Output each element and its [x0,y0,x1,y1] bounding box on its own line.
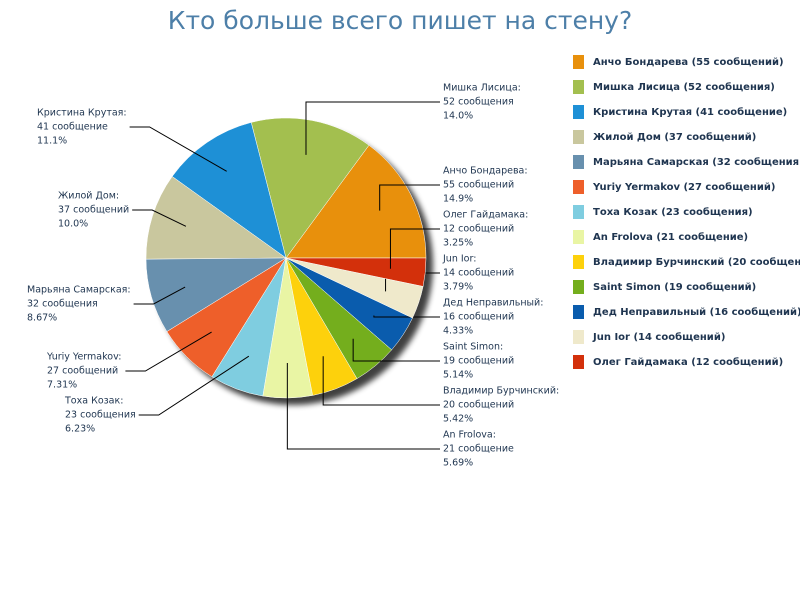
legend-swatch [573,205,584,219]
slice-label-value: 32 сообщения [27,299,98,310]
slice-label-name: Жилой Дом: [58,191,119,202]
slice-label-percent: 6.23% [65,424,95,435]
legend-label: Мишка Лисица (52 сообщения) [593,81,775,93]
pie-slice [250,117,370,259]
slice-label-name: Мишка Лисица: [443,83,521,94]
slice-label-name: Марьяна Самарская: [27,285,131,296]
slice-label-name: Олег Гайдамака: [443,210,528,221]
slice-label-value: 52 сообщения [443,97,514,108]
slice-label-percent: 3.79% [443,282,473,293]
leader-line [352,338,440,362]
legend-swatch [573,280,584,294]
leader-line [322,356,440,406]
slice-label-percent: 14.9% [443,194,473,205]
chart-title: Кто больше всего пишет на стену? [168,6,633,35]
slice-label-value: 16 сообщений [443,312,514,323]
legend-swatch [573,255,584,269]
legend-swatch [573,130,584,144]
slice-label-name: Анчо Бондарева: [443,166,528,177]
leader-line [373,315,440,318]
slice-label-value: 37 сообщений [58,205,129,216]
slice-label-name: Владимир Бурчинский: [443,386,559,397]
legend-label: Кристина Крутая (41 сообщение) [593,106,787,118]
pie-slice [285,144,427,259]
legend-label: Jun Ior (14 сообщений) [592,331,725,343]
legend-swatch [573,230,584,244]
slice-label-value: 23 сообщения [65,410,136,421]
slice-label-value: 12 сообщений [443,224,514,235]
legend-label: Тоха Козак (23 сообщения) [593,206,753,218]
slice-label-name: Тоха Козак: [64,396,123,407]
slice-label-name: Jun Ior: [442,254,476,265]
slice-label-percent: 8.67% [27,313,57,324]
leader-line [125,331,212,372]
legend-swatch [573,155,584,169]
pie-slice [145,176,287,260]
leader-line [138,355,250,416]
leader-line [133,286,186,305]
legend-label: Жилой Дом (37 сообщений) [593,131,756,143]
legend-swatch [573,180,584,194]
legend-label: Олег Гайдамака (12 сообщений) [593,356,783,368]
slice-label-percent: 7.31% [47,380,77,391]
slice-label-percent: 11.1% [37,136,67,147]
slice-label-value: 41 сообщение [37,122,108,133]
leader-line [286,362,440,450]
slice-label-value: 27 сообщений [47,366,118,377]
leader-line [132,209,187,227]
slice-label-value: 19 сообщений [443,356,514,367]
legend-label: Saint Simon (19 сообщений) [593,281,756,293]
legend-swatch [573,355,584,369]
legend-label: Марьяна Самарская (32 сообщения) [593,156,800,168]
legend-swatch [573,55,584,69]
legend-label: Дед Неправильный (16 сообщений) [593,306,800,318]
legend-swatch [573,305,584,319]
pie-slice [285,257,427,287]
slice-label-percent: 3.25% [443,238,473,249]
slice-label-name: Кристина Крутая: [37,108,127,119]
leader-line [379,184,440,211]
legend-swatch [573,80,584,94]
slice-label-name: Saint Simon: [443,342,503,353]
slice-label-value: 14 сообщений [443,268,514,279]
slice-label-percent: 5.69% [443,458,473,469]
slice-label-value: 21 сообщение [443,444,514,455]
slice-label-value: 20 сообщений [443,400,514,411]
slice-label-percent: 5.42% [443,414,473,425]
slice-label-name: Дед Неправильный: [443,298,543,309]
leader-line [129,126,227,172]
legend-label: Анчо Бондарева (55 сообщений) [593,56,784,68]
legend-swatch [573,330,584,344]
legend-label: Владимир Бурчинский (20 сообщений) [593,256,800,268]
slice-label-value: 55 сообщений [443,180,514,191]
slice-label-name: An Frolova: [443,430,496,441]
slice-label-percent: 14.0% [443,111,473,122]
slice-label-name: Yuriy Yermakov: [46,352,121,363]
slice-label-percent: 4.33% [443,326,473,337]
leader-line [389,228,440,269]
legend-swatch [573,105,584,119]
slice-label-percent: 5.14% [443,370,473,381]
legend-label: Yuriy Yermakov (27 сообщений) [592,181,775,193]
legend-label: An Frolova (21 сообщение) [593,231,748,243]
slice-label-percent: 10.0% [58,219,88,230]
leader-line [305,101,440,155]
